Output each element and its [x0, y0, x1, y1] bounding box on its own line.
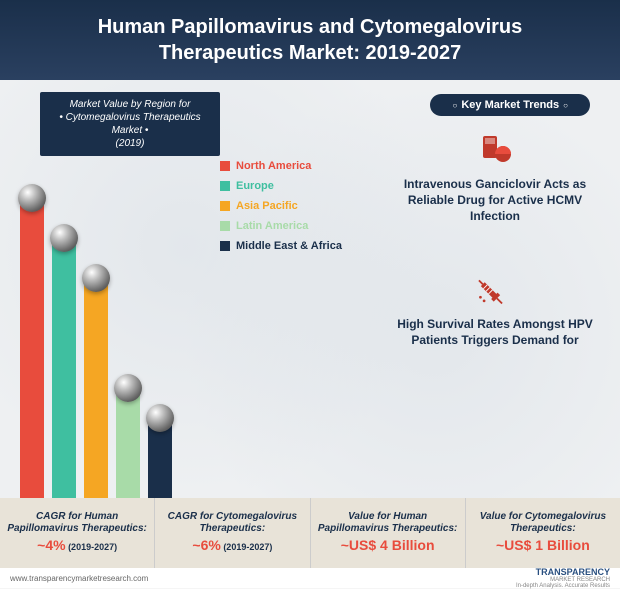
- stat-value: ~6%: [192, 537, 220, 553]
- title-line2: Therapeutics Market: 2019-2027: [159, 42, 461, 64]
- stat-period: (2019-2027): [66, 542, 118, 552]
- legend-label: Asia Pacific: [236, 200, 298, 212]
- bar-latin-america: [116, 388, 140, 498]
- legend-swatch: [220, 181, 230, 191]
- logo-sub2: In-depth Analysis. Accurate Results: [516, 583, 610, 589]
- medicine-icon: [475, 130, 515, 170]
- legend-label: Latin America: [236, 220, 308, 232]
- stat-value: ~4%: [37, 537, 65, 553]
- syringe-icon: [475, 270, 515, 310]
- stat-card: CAGR for Human Papillomavirus Therapeuti…: [0, 498, 155, 568]
- stat-value: ~US$ 4 Billion: [341, 537, 435, 553]
- page-title: Human Papillomavirus and Cytomegalovirus…: [20, 14, 600, 66]
- legend: North America Europe Asia Pacific Latin Ame…: [220, 160, 342, 260]
- stat-card: CAGR for Cytomegalovirus Therapeutics: ~6…: [155, 498, 310, 568]
- trend-1-text: Intravenous Ganciclovir Acts as Reliable…: [390, 176, 600, 225]
- bar-cap-icon: [50, 224, 78, 252]
- chart-label-l2: • Cytomegalovirus Therapeutics Market •: [52, 111, 208, 137]
- legend-label: Middle East & Africa: [236, 240, 342, 252]
- legend-swatch: [220, 161, 230, 171]
- trends-header: Key Market Trends: [430, 94, 590, 116]
- page-header: Human Papillomavirus and Cytomegalovirus…: [0, 0, 620, 80]
- chart-label-l1: Market Value by Region for: [52, 98, 208, 111]
- bar-north-america: [20, 198, 44, 498]
- title-line1: Human Papillomavirus and Cytomegalovirus: [98, 16, 523, 38]
- stat-label: CAGR for Cytomegalovirus Therapeutics:: [161, 511, 303, 535]
- stat-label: Value for Human Papillomavirus Therapeut…: [317, 511, 459, 535]
- stat-period: (2019-2027): [221, 542, 273, 552]
- stats-row: CAGR for Human Papillomavirus Therapeuti…: [0, 498, 620, 568]
- footer-url: www.transparencymarketresearch.com: [10, 574, 148, 583]
- legend-label: Europe: [236, 180, 274, 192]
- stat-value-row: ~US$ 1 Billion: [472, 537, 614, 555]
- stat-label: Value for Cytomegalovirus Therapeutics:: [472, 511, 614, 535]
- bar-cap-icon: [114, 374, 142, 402]
- stat-card: Value for Human Papillomavirus Therapeut…: [311, 498, 466, 568]
- trend-2-text: High Survival Rates Amongst HPV Patients…: [390, 316, 600, 348]
- legend-swatch: [220, 201, 230, 211]
- stat-value-row: ~US$ 4 Billion: [317, 537, 459, 555]
- legend-swatch: [220, 221, 230, 231]
- bar-asia-pacific: [84, 278, 108, 498]
- stat-card: Value for Cytomegalovirus Therapeutics: ~…: [466, 498, 620, 568]
- legend-item: Europe: [220, 180, 342, 192]
- legend-label: North America: [236, 160, 311, 172]
- legend-item: North America: [220, 160, 342, 172]
- stat-value: ~US$ 1 Billion: [496, 537, 590, 553]
- trend-1: Intravenous Ganciclovir Acts as Reliable…: [390, 130, 600, 225]
- stat-value-row: ~6% (2019-2027): [161, 537, 303, 555]
- content-area: Market Value by Region for • Cytomegalov…: [0, 80, 620, 498]
- logo-main: TRANSPARENCY: [516, 568, 610, 577]
- legend-item: Latin America: [220, 220, 342, 232]
- bar-cap-icon: [146, 404, 174, 432]
- bar-europe: [52, 238, 76, 498]
- bar-chart: [20, 138, 172, 498]
- stat-value-row: ~4% (2019-2027): [6, 537, 148, 555]
- bar-middle-east-africa: [148, 418, 172, 498]
- footer-logo: TRANSPARENCY MARKET RESEARCH In-depth An…: [516, 568, 610, 589]
- stat-label: CAGR for Human Papillomavirus Therapeuti…: [6, 511, 148, 535]
- legend-item: Middle East & Africa: [220, 240, 342, 252]
- trend-2: High Survival Rates Amongst HPV Patients…: [390, 270, 600, 348]
- legend-swatch: [220, 241, 230, 251]
- bar-cap-icon: [18, 184, 46, 212]
- legend-item: Asia Pacific: [220, 200, 342, 212]
- footer: www.transparencymarketresearch.com TRANS…: [0, 568, 620, 588]
- bar-cap-icon: [82, 264, 110, 292]
